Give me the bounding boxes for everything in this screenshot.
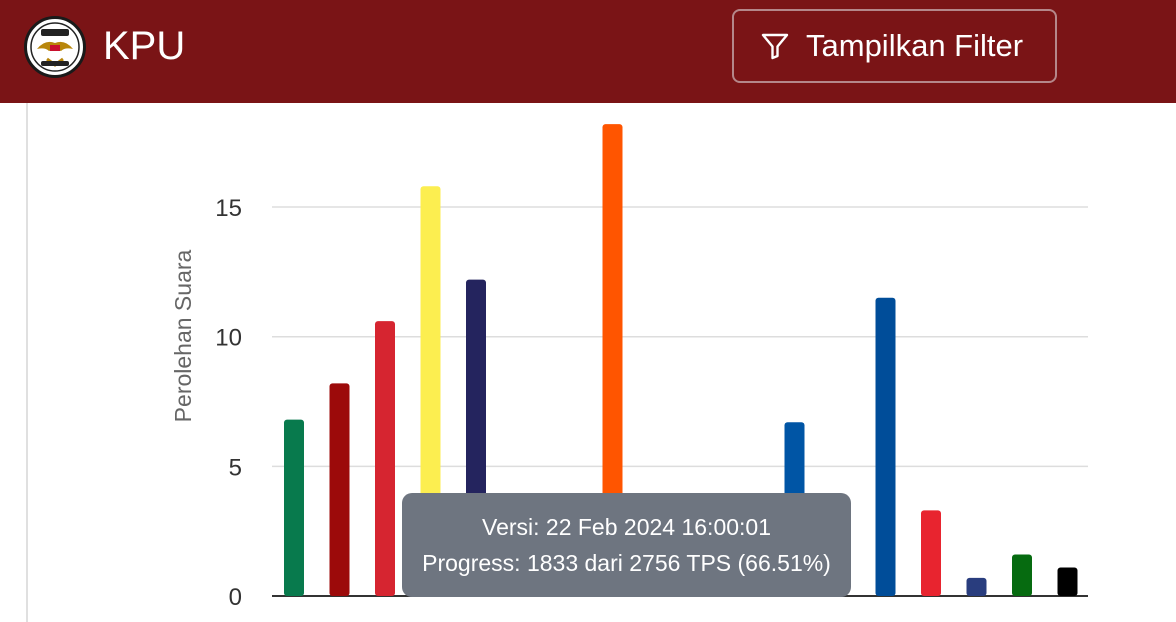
y-tick-label: 10: [215, 325, 242, 352]
panel-left-border: [26, 103, 28, 622]
bar-16[interactable]: [966, 577, 987, 596]
show-filter-label: Tampilkan Filter: [806, 28, 1024, 63]
bar-3[interactable]: [375, 321, 395, 596]
brand-title: KPU: [103, 24, 186, 68]
bar-8[interactable]: [602, 124, 623, 596]
bar-14[interactable]: [875, 297, 896, 596]
garuda-emblem-icon: [28, 20, 82, 74]
tooltip-version: Versi: 22 Feb 2024 16:00:01: [482, 514, 771, 540]
kpu-logo[interactable]: [24, 16, 86, 78]
y-tick-label: 5: [229, 454, 242, 481]
show-filter-button[interactable]: Tampilkan Filter: [732, 9, 1057, 83]
bar-17[interactable]: [1012, 554, 1032, 596]
bar-15[interactable]: [921, 510, 941, 596]
filter-icon: [761, 33, 789, 60]
y-tick-label: 15: [215, 195, 242, 222]
bar-18[interactable]: [1057, 567, 1078, 596]
bar-1[interactable]: [284, 419, 304, 596]
progress-tooltip: Versi: 22 Feb 2024 16:00:01 Progress: 18…: [402, 493, 851, 597]
tooltip-progress: Progress: 1833 dari 2756 TPS (66.51%): [422, 550, 831, 576]
y-axis-label: Perolehan Suara: [170, 249, 196, 422]
y-tick-label: 0: [229, 584, 242, 611]
app-header: KPU Tampilkan Filter: [0, 0, 1176, 103]
bar-2[interactable]: [329, 383, 350, 596]
